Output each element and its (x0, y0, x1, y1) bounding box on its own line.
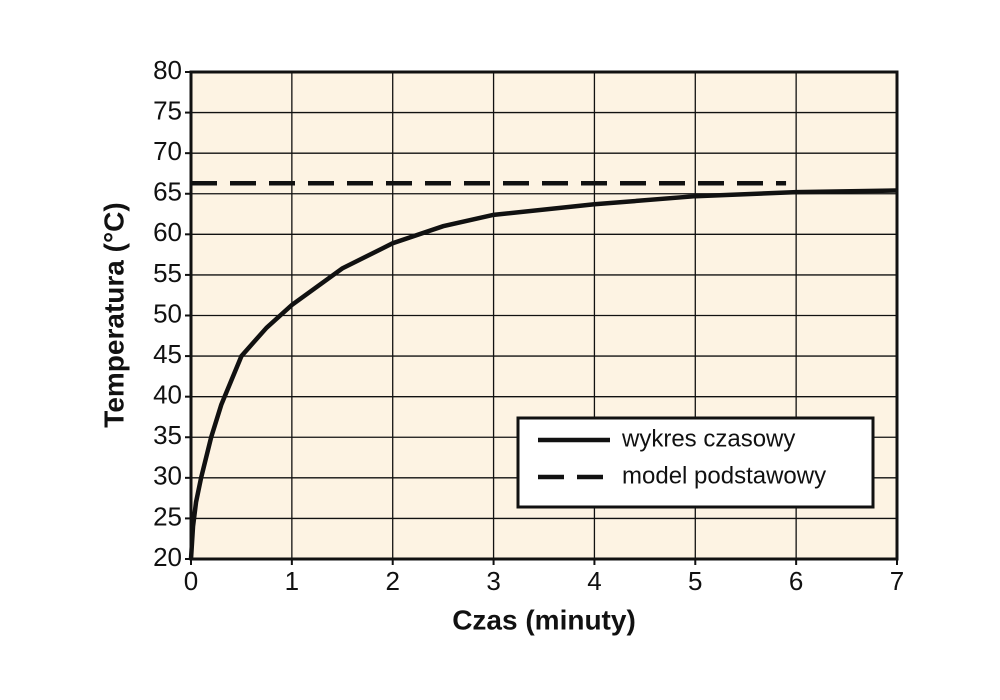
y-tick-label: 75 (153, 95, 182, 125)
y-tick-label: 80 (153, 55, 182, 85)
y-tick-label: 45 (153, 339, 182, 369)
y-tick-label: 25 (153, 501, 182, 531)
data-line (188, 188, 898, 560)
y-tick-label: 55 (153, 258, 182, 288)
x-tick-label: 1 (285, 566, 299, 596)
x-tick-label: 3 (486, 566, 500, 596)
y-tick-label: 20 (153, 542, 182, 572)
y-tick-label: 35 (153, 420, 182, 450)
x-tick-label: 2 (385, 566, 399, 596)
x-tick-label: 6 (789, 566, 803, 596)
legend-label: wykres czasowy (621, 425, 795, 452)
x-tick-label: 0 (184, 566, 198, 596)
y-axis-label: Temperatura (°C) (98, 202, 129, 427)
legend-label: model podstawowy (622, 462, 826, 489)
y-tick-label: 60 (153, 217, 182, 247)
y-tick-label: 65 (153, 177, 182, 207)
x-tick-label: 5 (688, 566, 702, 596)
y-tick-label: 30 (153, 461, 182, 491)
x-tick-label: 7 (890, 566, 904, 596)
legend-box (516, 416, 875, 509)
y-tick-label: 50 (153, 298, 182, 328)
x-tick-label: 4 (587, 566, 601, 596)
x-axis-label: Czas (minuty) (452, 604, 636, 635)
y-tick-label: 70 (153, 136, 182, 166)
y-tick-label: 40 (153, 380, 182, 410)
